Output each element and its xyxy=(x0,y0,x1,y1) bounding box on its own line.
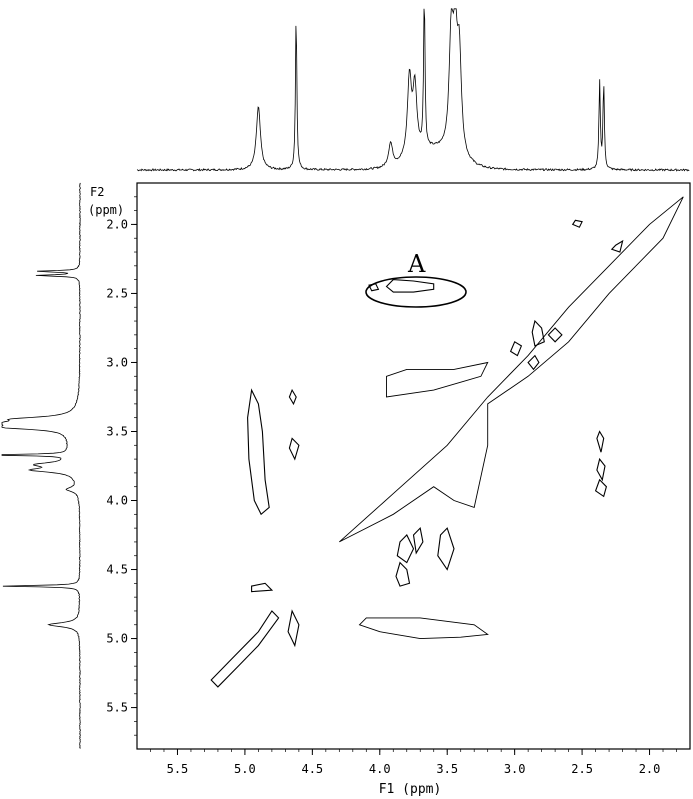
x-tick-label: 5.5 xyxy=(167,762,189,776)
highlight-ellipse-a xyxy=(365,276,467,308)
contour-cross-peak-m xyxy=(531,319,545,347)
y-tick-label: 3.5 xyxy=(106,424,128,438)
left-projection-trace xyxy=(1,182,81,749)
contour-diagonal xyxy=(338,196,684,543)
contour-diagonal-upper xyxy=(386,361,489,398)
contour-cross-peak-d xyxy=(210,610,280,688)
contour-cross-peak-j xyxy=(412,526,424,555)
y-tick-label: 2.0 xyxy=(106,217,128,231)
top-projection xyxy=(136,8,690,172)
y-tick-label: 5.5 xyxy=(106,701,128,715)
x-tick-label: 3.0 xyxy=(504,762,526,776)
x-tick-label: 3.5 xyxy=(436,762,458,776)
top-projection-trace xyxy=(136,8,690,172)
contour-h1-row-band xyxy=(358,617,489,640)
contour-cross-peak-g xyxy=(287,609,300,648)
contour-cross-peak-a xyxy=(385,279,435,293)
y-tick-label: 4.0 xyxy=(106,494,128,508)
x-tick-label: 4.5 xyxy=(301,762,323,776)
y-tick-label: 2.5 xyxy=(106,286,128,300)
contour-cross-peak-r xyxy=(596,457,606,482)
plot-frame xyxy=(136,182,691,750)
contour-cross-peak-n xyxy=(547,327,563,343)
contour-cross-peak-q xyxy=(596,430,605,453)
contour-cross-peak-p xyxy=(527,354,540,371)
left-projection xyxy=(1,182,81,749)
x-tick-label: 4.0 xyxy=(369,762,391,776)
contour-cross-peak-h xyxy=(251,582,274,593)
y-axis-label-line1: F2 xyxy=(90,185,104,199)
contour-cross-peak-c xyxy=(247,388,270,516)
x-axis-ticks: 5.5 5.0 4.5 4.0 3.5 3.0 2.5 2.0 xyxy=(150,749,677,776)
y-tick-label: 4.5 xyxy=(106,563,128,577)
contour-cross-peak-i xyxy=(396,534,415,564)
x-axis-label: F1 (ppm) xyxy=(379,782,442,797)
y-axis-label-line2: (ppm) xyxy=(88,203,124,217)
contour-cross-peak-t xyxy=(571,219,583,228)
y-tick-label: 5.0 xyxy=(106,632,128,646)
contour-cross-peak-k xyxy=(437,527,455,571)
x-tick-label: 2.5 xyxy=(571,762,593,776)
contour-cross-peak-o xyxy=(509,340,523,357)
x-tick-label: 5.0 xyxy=(234,762,256,776)
contour-cross-peak-l xyxy=(395,561,411,587)
x-tick-label: 2.0 xyxy=(639,762,661,776)
y-tick-label: 3.0 xyxy=(106,355,128,369)
contour-cross-peak-s xyxy=(594,478,608,498)
contour-cross-peak-f xyxy=(288,437,300,461)
contour-cross-peak-e xyxy=(288,388,297,406)
annotation-label-a: A xyxy=(407,250,426,278)
contour-cross-peak-u xyxy=(610,239,624,253)
contour-layer xyxy=(210,196,684,688)
y-axis-ticks: 2.0 2.5 3.0 3.5 4.0 4.5 5.0 5.5 xyxy=(106,196,137,736)
